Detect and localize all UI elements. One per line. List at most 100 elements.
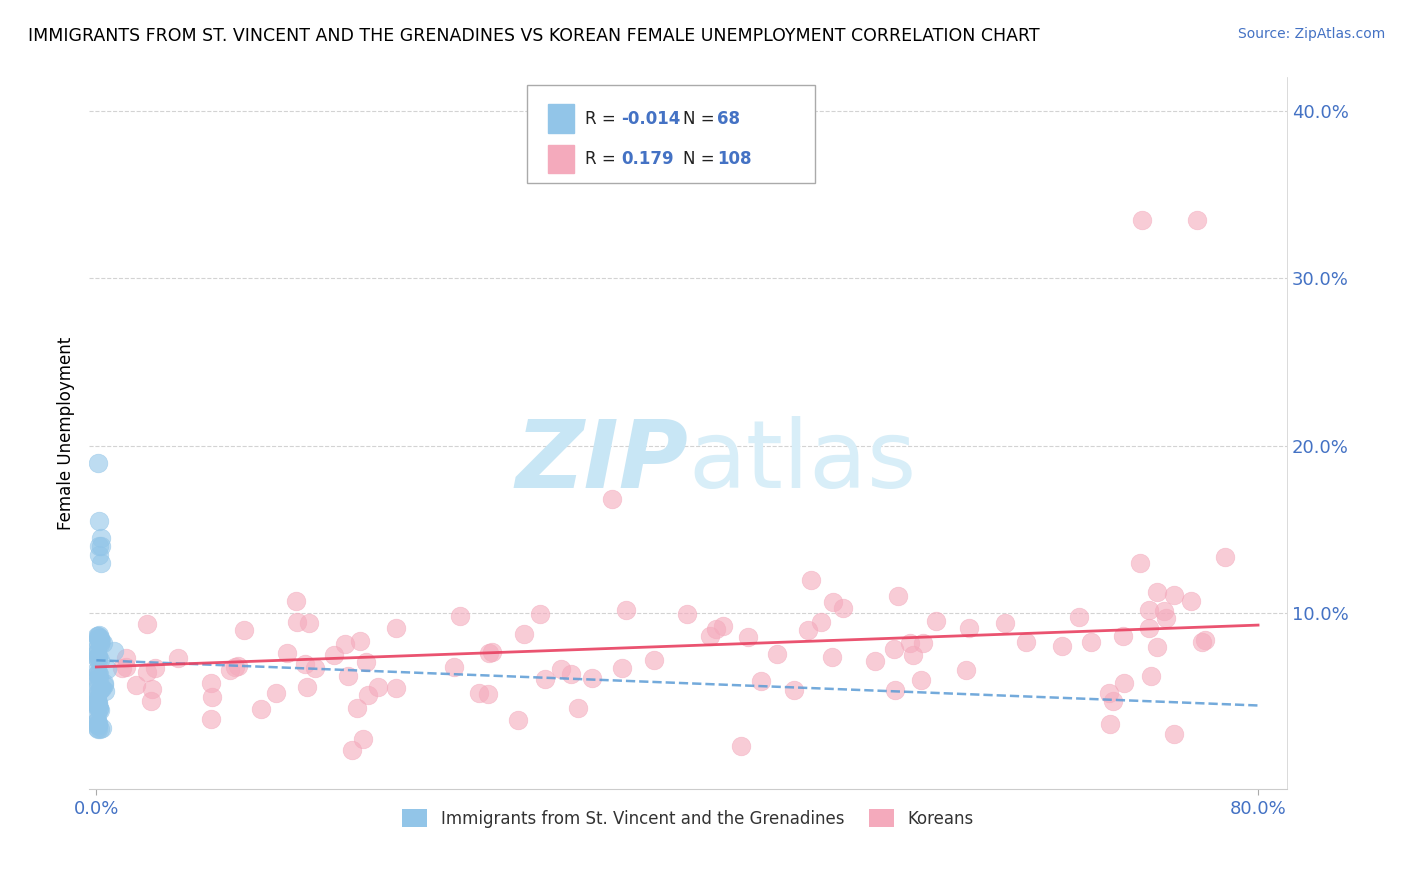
Point xyxy=(346,701,368,715)
Point xyxy=(86,644,108,658)
Point xyxy=(89,723,111,737)
Point xyxy=(610,661,633,675)
Point xyxy=(224,659,246,673)
Point xyxy=(86,663,108,677)
Point xyxy=(86,688,108,702)
Point xyxy=(1185,212,1208,227)
Point xyxy=(357,688,380,702)
Point xyxy=(1129,556,1152,570)
Point xyxy=(955,663,977,677)
Point xyxy=(304,660,326,674)
Point xyxy=(86,667,108,681)
Point xyxy=(737,630,759,644)
Point xyxy=(89,682,111,697)
Point xyxy=(93,675,115,690)
Point xyxy=(114,651,136,665)
Point xyxy=(823,595,845,609)
Point xyxy=(89,632,111,647)
Point xyxy=(322,648,344,662)
Text: Source: ZipAtlas.com: Source: ZipAtlas.com xyxy=(1237,27,1385,41)
Point xyxy=(166,650,188,665)
Point xyxy=(87,701,110,715)
Point xyxy=(481,645,503,659)
Text: 68: 68 xyxy=(717,110,740,128)
Point xyxy=(1102,694,1125,708)
Point xyxy=(349,633,371,648)
Point xyxy=(143,661,166,675)
Point xyxy=(959,621,981,635)
Point xyxy=(87,698,110,713)
Point xyxy=(90,531,112,545)
Point xyxy=(367,680,389,694)
Point xyxy=(91,721,114,735)
Point xyxy=(89,514,111,528)
Point xyxy=(1146,640,1168,654)
Point xyxy=(87,715,110,730)
Point xyxy=(86,633,108,648)
Point xyxy=(883,683,905,698)
Point xyxy=(1163,727,1185,741)
Point xyxy=(1140,669,1163,683)
Point xyxy=(449,608,471,623)
Point xyxy=(616,603,638,617)
Point xyxy=(478,646,501,660)
Point xyxy=(94,684,117,698)
Point xyxy=(675,607,697,621)
Point xyxy=(86,681,108,695)
Point xyxy=(200,676,222,690)
Point xyxy=(141,681,163,696)
Point xyxy=(285,594,308,608)
Point xyxy=(335,638,357,652)
Point xyxy=(810,615,832,630)
Point xyxy=(910,673,932,687)
Point xyxy=(560,667,582,681)
Point xyxy=(1137,603,1160,617)
Point xyxy=(699,629,721,643)
Point xyxy=(87,671,110,685)
Point xyxy=(86,721,108,735)
Point xyxy=(713,619,735,633)
Point xyxy=(1146,584,1168,599)
Point xyxy=(1050,639,1073,653)
Point xyxy=(87,717,110,731)
Point xyxy=(581,671,603,685)
Point xyxy=(91,636,114,650)
Point xyxy=(90,634,112,648)
Point xyxy=(550,662,572,676)
Point xyxy=(883,641,905,656)
Point xyxy=(264,686,287,700)
Point xyxy=(250,702,273,716)
Point xyxy=(87,631,110,645)
Point xyxy=(863,654,886,668)
Point xyxy=(1194,633,1216,648)
Point xyxy=(139,694,162,708)
Point xyxy=(342,742,364,756)
Point xyxy=(90,681,112,696)
Point xyxy=(87,696,110,710)
Point xyxy=(506,713,529,727)
Point xyxy=(901,648,924,662)
Point xyxy=(86,698,108,712)
Point xyxy=(89,540,111,554)
Point xyxy=(354,656,377,670)
Point xyxy=(443,660,465,674)
Point xyxy=(533,672,555,686)
Point xyxy=(765,647,787,661)
Point xyxy=(86,695,108,709)
Point xyxy=(86,648,108,663)
Point xyxy=(86,646,108,660)
Point xyxy=(477,687,499,701)
Point xyxy=(1163,588,1185,602)
Point xyxy=(86,685,108,699)
Point xyxy=(643,653,665,667)
Point xyxy=(294,657,316,671)
Point xyxy=(276,647,298,661)
Point xyxy=(86,672,108,686)
Point xyxy=(86,698,108,712)
Point xyxy=(87,722,110,736)
Point xyxy=(1154,611,1177,625)
Point xyxy=(1098,686,1121,700)
Point xyxy=(600,492,623,507)
Point xyxy=(111,661,134,675)
Text: R =: R = xyxy=(585,150,621,168)
